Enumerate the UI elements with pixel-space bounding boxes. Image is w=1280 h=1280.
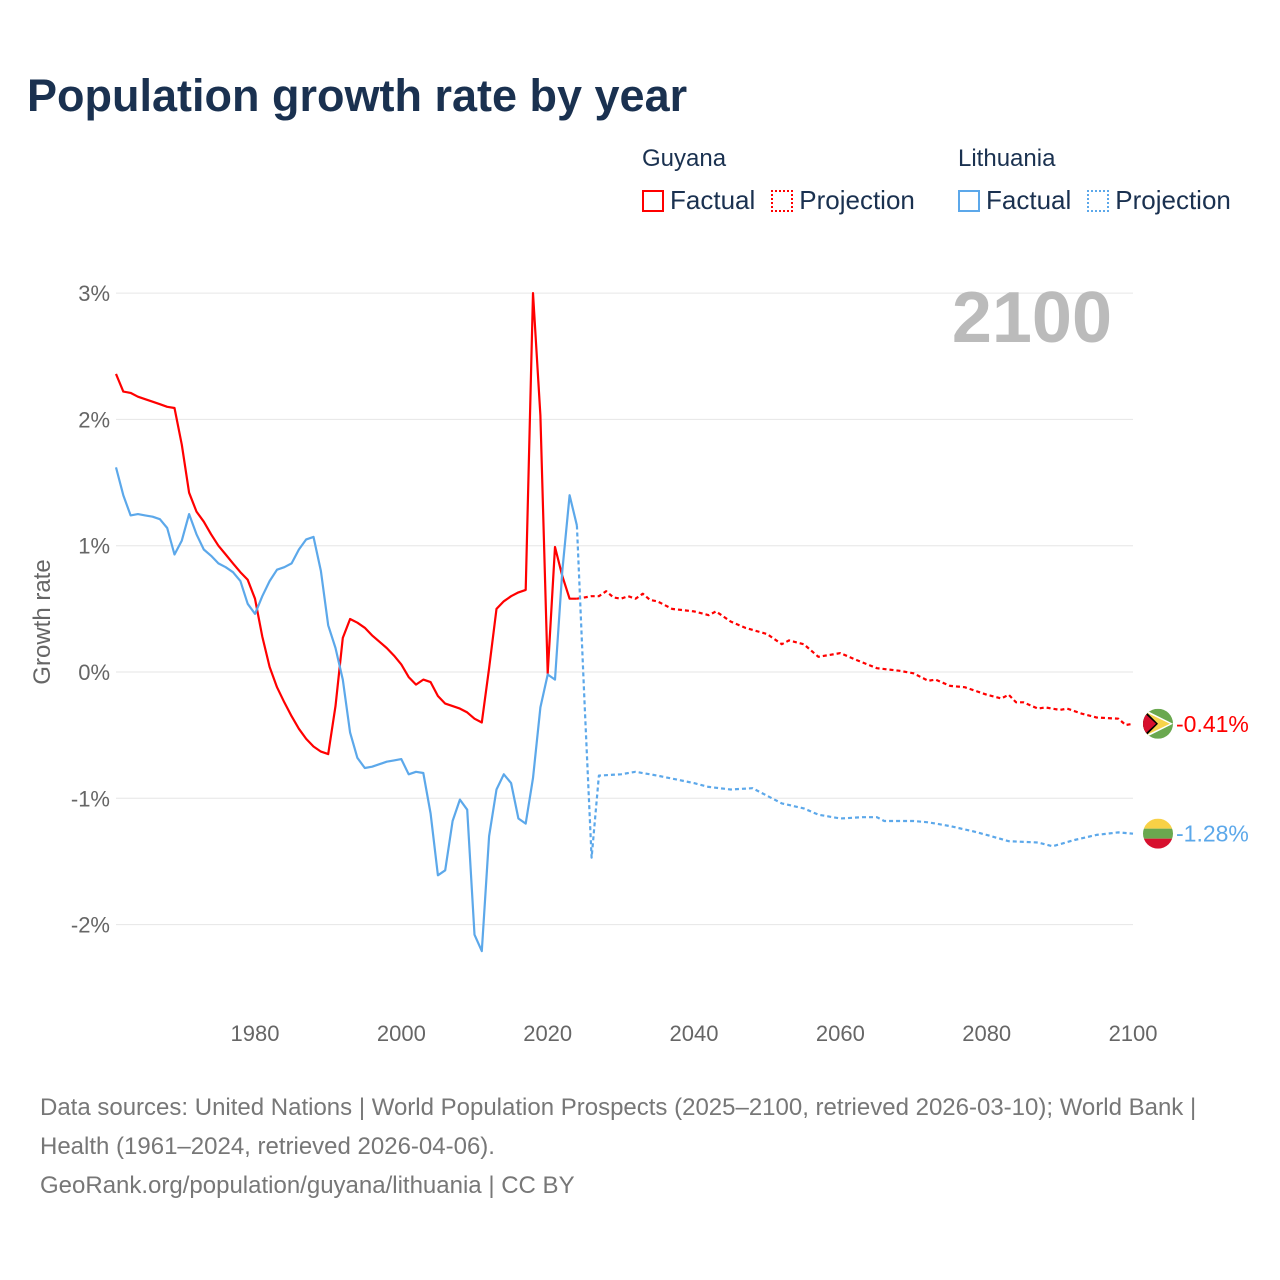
series-line-lithuania-factual[interactable] bbox=[114, 467, 578, 953]
series-line-guyana-factual[interactable] bbox=[114, 292, 577, 756]
source-note: Data sources: United Nations | World Pop… bbox=[40, 1088, 1240, 1205]
y-tick-label: -1% bbox=[71, 786, 110, 811]
y-tick-label: 1% bbox=[78, 534, 110, 559]
legend-label: Factual bbox=[670, 185, 756, 215]
guyana-flag-icon bbox=[1143, 708, 1173, 739]
legend-lithuania-factual[interactable]: Factual bbox=[958, 185, 1071, 216]
y-axis-label: Growth rate bbox=[29, 559, 56, 684]
series-line-guyana-projection[interactable] bbox=[576, 590, 1134, 727]
legend-label: Projection bbox=[799, 185, 915, 215]
x-tick-label: 2080 bbox=[962, 1021, 1011, 1046]
legend-lithuania: Lithuania Factual Projection bbox=[958, 145, 1231, 216]
x-tick-label: 2000 bbox=[377, 1021, 426, 1046]
x-tick-label: 1980 bbox=[231, 1021, 280, 1046]
legend-guyana: Guyana Factual Projection bbox=[642, 145, 915, 216]
line-chart: -2% -1% 0% 1% 2% 3% 1980 2000 2020 2040 2060 2080 21… bbox=[29, 278, 1249, 1046]
legend-guyana-projection[interactable]: Projection bbox=[771, 185, 915, 216]
y-tick-label: -2% bbox=[71, 913, 110, 938]
y-tick-label: 0% bbox=[78, 660, 110, 685]
legend-swatch-dotted bbox=[1087, 189, 1110, 212]
x-tick-label: 2020 bbox=[523, 1021, 572, 1046]
lithuania-flag-icon bbox=[1143, 818, 1173, 849]
source-line[interactable]: GeoRank.org/population/guyana/lithuania … bbox=[40, 1172, 575, 1199]
legend-swatch-dotted bbox=[771, 189, 794, 212]
year-label: 2100 bbox=[952, 278, 1112, 358]
legend-group-name: Guyana bbox=[642, 145, 727, 172]
legend-guyana-factual[interactable]: Factual bbox=[642, 185, 755, 216]
end-value-label-guyana: -0.41% bbox=[1176, 711, 1249, 737]
legend-swatch-solid bbox=[958, 189, 980, 212]
legend-lithuania-projection[interactable]: Projection bbox=[1087, 185, 1231, 216]
x-tick-label: 2040 bbox=[670, 1021, 719, 1046]
chart-title: Population growth rate by year bbox=[27, 70, 688, 121]
legend-label: Projection bbox=[1115, 185, 1231, 215]
legend-swatch-solid bbox=[642, 189, 664, 212]
end-value-label-lithuania: -1.28% bbox=[1176, 821, 1249, 847]
series-line-lithuania-projection[interactable] bbox=[575, 525, 1134, 859]
y-tick-label: 3% bbox=[78, 281, 110, 306]
legend-label: Factual bbox=[986, 185, 1072, 215]
x-tick-label: 2100 bbox=[1109, 1021, 1158, 1046]
x-tick-label: 2060 bbox=[816, 1021, 865, 1046]
legend-group-name: Lithuania bbox=[958, 145, 1056, 172]
y-tick-label: 2% bbox=[78, 407, 110, 432]
source-line: Data sources: United Nations | World Pop… bbox=[40, 1094, 1197, 1160]
